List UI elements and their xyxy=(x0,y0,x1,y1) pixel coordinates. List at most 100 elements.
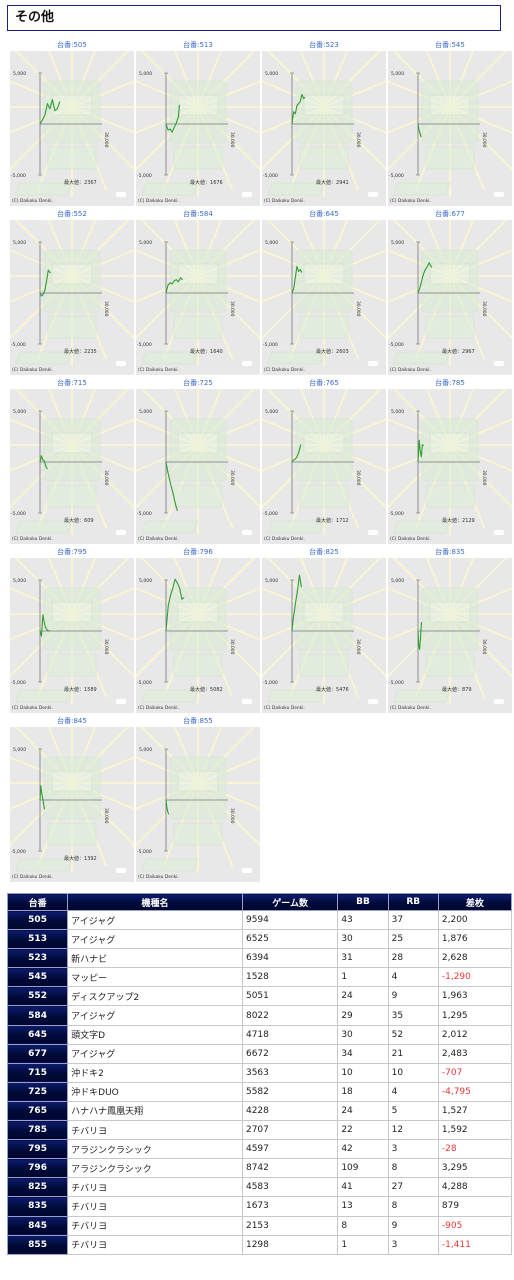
logo-mark xyxy=(494,361,504,366)
cell-col-rb: 10 xyxy=(387,1062,439,1083)
cell-col-machine: チバリヨ xyxy=(67,1234,243,1255)
logo-mark xyxy=(368,192,378,197)
logo-mark xyxy=(116,868,126,873)
coin-difference-line xyxy=(39,614,50,637)
slot-graph: 5,000 -5,000 30,000 (C) Daikoku Denki. 最大値：1… xyxy=(10,727,134,882)
max-value-label: 最大値：1589 xyxy=(64,686,97,693)
cell-col-bb: 22 xyxy=(337,1120,389,1141)
max-value-number: 2941 xyxy=(336,180,349,186)
machine-data-table: 台番 機種名 ゲーム数 BB RB 差枚 505 アイジャグ 9594 43 37 2,200 513… xyxy=(6,893,513,1255)
cell-col-rb: 27 xyxy=(387,1177,439,1198)
copyright-text: (C) Daikoku Denki. xyxy=(12,536,53,542)
cell-col-games: 1298 xyxy=(241,1234,339,1255)
graph-cell: 台番:513 5,000 -5,000 30,000 (C) Daikoku Denki… xyxy=(136,40,260,206)
cell-col-rb: 12 xyxy=(387,1120,439,1141)
graph-cell: 台番:677 5,000 -5,000 30,000 (C) Daikoku Denki… xyxy=(388,209,512,375)
cell-col-rb: 37 xyxy=(387,909,439,931)
coin-difference-line xyxy=(417,262,433,294)
slot-machine-icon xyxy=(392,80,479,196)
y-top-tick-label: 5,000 xyxy=(265,578,278,584)
cell-col-number: 795 xyxy=(6,1139,69,1160)
x-max-tick-label: 30,000 xyxy=(355,301,361,317)
header-col-diff: 差枚 xyxy=(437,893,513,911)
cell-col-diff: -1,411 xyxy=(437,1234,513,1255)
cell-col-diff: 879 xyxy=(437,1196,513,1217)
header-col-bb: BB xyxy=(337,893,389,911)
y-bottom-tick-label: -5,000 xyxy=(263,342,278,348)
cell-col-games: 8742 xyxy=(241,1158,339,1179)
graph-title: 台番:845 xyxy=(57,717,87,725)
y-bottom-tick-label: -5,000 xyxy=(389,511,404,517)
y-bottom-tick-label: -5,000 xyxy=(11,849,26,855)
max-value-prefix: 最大値： xyxy=(442,517,462,524)
coin-difference-line xyxy=(165,799,170,815)
slot-graph: 5,000 -5,000 30,000 (C) Daikoku Denki. 最大値：5… xyxy=(136,558,260,713)
x-max-tick-label: 30,000 xyxy=(103,301,109,317)
cell-col-rb: 3 xyxy=(387,1139,439,1160)
cell-col-bb: 30 xyxy=(337,1024,389,1045)
cell-col-number: 855 xyxy=(6,1234,69,1255)
max-value-number: 5082 xyxy=(210,687,223,693)
table-row: 677 アイジャグ 6672 34 21 2,483 xyxy=(6,1043,513,1064)
cell-col-rb: 3 xyxy=(387,1234,439,1255)
table-row: 785 チバリヨ 2707 22 12 1,592 xyxy=(6,1120,513,1141)
max-value-prefix: 最大値： xyxy=(442,686,462,693)
coin-difference-line xyxy=(39,455,48,470)
max-value-number: 2129 xyxy=(462,518,475,524)
logo-mark xyxy=(242,868,252,873)
max-value-prefix: 最大値： xyxy=(190,179,210,186)
max-value-prefix: 最大値： xyxy=(442,348,462,355)
y-top-tick-label: 5,000 xyxy=(139,747,152,753)
header-col-rb: RB xyxy=(387,893,439,911)
x-max-tick-label: 30,000 xyxy=(229,301,235,317)
graph-cell: 台番:645 5,000 -5,000 30,000 (C) Daikoku Denki… xyxy=(262,209,386,375)
max-value-number: 1676 xyxy=(210,180,223,186)
coin-difference-line xyxy=(165,578,185,632)
cell-col-diff: 1,527 xyxy=(437,1100,513,1122)
slot-machine-icon xyxy=(140,587,227,703)
graph-title: 台番:505 xyxy=(57,41,87,49)
cell-col-bb: 24 xyxy=(337,986,389,1007)
y-bottom-tick-label: -5,000 xyxy=(11,680,26,686)
logo-mark xyxy=(116,192,126,197)
slot-graph: 5,000 -5,000 30,000 (C) Daikoku Denki. 最大値：8… xyxy=(388,558,512,713)
graph-cell: 台番:552 5,000 -5,000 30,000 (C) Daikoku Denki… xyxy=(10,209,134,375)
max-value-number: 2603 xyxy=(336,349,349,355)
cell-col-diff: 3,295 xyxy=(437,1158,513,1179)
graph-cell: 台番:523 5,000 -5,000 30,000 (C) Daikoku Denki… xyxy=(262,40,386,206)
graph-title: 台番:785 xyxy=(435,379,465,387)
table-row: 765 ハナハナ鳳凰天翔 4228 24 5 1,527 xyxy=(6,1100,513,1122)
logo-mark xyxy=(242,699,252,704)
max-value-number: 1640 xyxy=(210,349,223,355)
logo-mark xyxy=(368,530,378,535)
cell-col-bb: 1 xyxy=(337,1234,389,1255)
copyright-text: (C) Daikoku Denki. xyxy=(264,536,305,542)
cell-col-bb: 43 xyxy=(337,909,389,931)
y-top-tick-label: 5,000 xyxy=(13,747,26,753)
table-row: 715 沖ドキ2 3563 10 10 -707 xyxy=(6,1062,513,1083)
max-value-number: 1589 xyxy=(84,687,97,693)
graph-title: 台番:513 xyxy=(183,41,213,49)
slot-graph: 5,000 -5,000 30,000 (C) Daikoku Denki. 最大値：2… xyxy=(388,220,512,375)
max-value-label: 最大値：2941 xyxy=(316,179,349,186)
max-value-label: 最大値：2235 xyxy=(64,348,97,355)
table-row: 505 アイジャグ 9594 43 37 2,200 xyxy=(6,909,513,931)
x-max-tick-label: 30,000 xyxy=(229,639,235,655)
graph-cell: 台番:795 5,000 -5,000 30,000 (C) Daikoku Denki… xyxy=(10,547,134,713)
max-value-prefix: 最大値： xyxy=(190,686,210,693)
cell-col-rb: 8 xyxy=(387,1158,439,1179)
graph-cell: 台番:825 5,000 -5,000 30,000 (C) Daikoku Denki… xyxy=(262,547,386,713)
cell-col-machine: 沖ドキDUO xyxy=(67,1081,243,1102)
max-value-label: 最大値：5082 xyxy=(190,686,223,693)
max-value-number: 1712 xyxy=(336,518,349,524)
max-value-label: 最大値：1392 xyxy=(64,855,97,862)
cell-col-diff: 2,200 xyxy=(437,909,513,931)
cell-col-number: 645 xyxy=(6,1024,69,1045)
cell-col-games: 6394 xyxy=(241,948,339,969)
y-bottom-tick-label: -5,000 xyxy=(11,173,26,179)
y-bottom-tick-label: -5,000 xyxy=(137,849,152,855)
y-top-tick-label: 5,000 xyxy=(139,240,152,246)
graph-cell: 台番:715 5,000 -5,000 30,000 (C) Daikoku Denki… xyxy=(10,378,134,544)
y-top-tick-label: 5,000 xyxy=(139,578,152,584)
cell-col-rb: 5 xyxy=(387,1100,439,1122)
